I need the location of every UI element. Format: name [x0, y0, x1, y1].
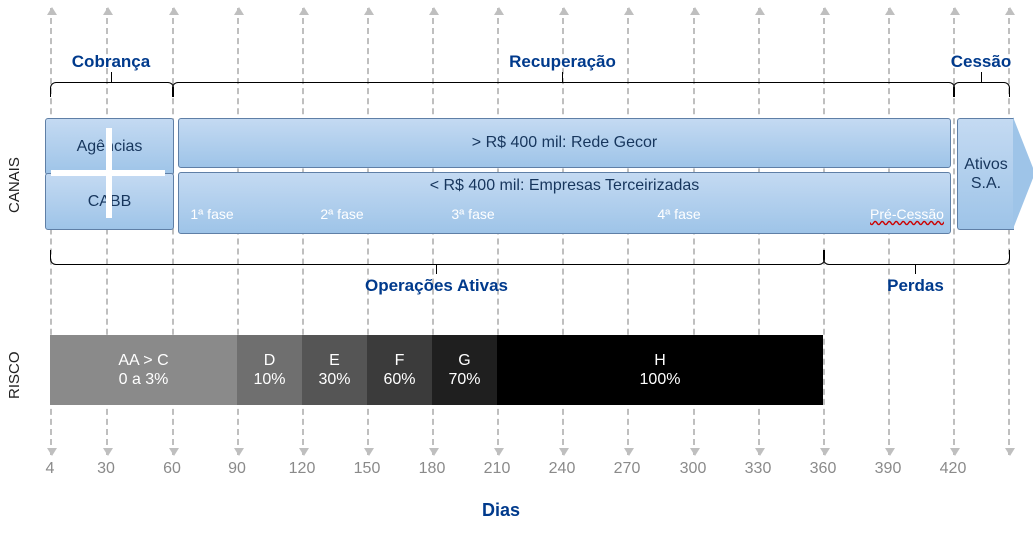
day-label: 390 — [875, 460, 902, 478]
box-ativos: Ativos S.A. — [957, 118, 1014, 230]
risk-l1: F — [395, 351, 405, 370]
risk-cell: G70% — [432, 335, 497, 405]
risk-cell: D10% — [237, 335, 302, 405]
day-label: 210 — [484, 460, 511, 478]
risk-l2: 30% — [318, 370, 350, 389]
day-label: 300 — [680, 460, 707, 478]
risk-cell: F60% — [367, 335, 432, 405]
risk-l2: 100% — [640, 370, 681, 389]
bracket — [50, 250, 825, 265]
risk-l2: 70% — [448, 370, 480, 389]
bracket — [50, 82, 174, 97]
risk-l2: 10% — [253, 370, 285, 389]
bracket-stem — [436, 264, 437, 274]
risk-l1: H — [654, 351, 666, 370]
bracket — [953, 82, 1010, 97]
day-label: 420 — [940, 460, 967, 478]
day-label: 30 — [97, 460, 115, 478]
s-divider — [110, 170, 165, 176]
day-label: 240 — [549, 460, 576, 478]
phase-label: Cessão — [941, 52, 1021, 72]
phase-label: Operações Ativas — [50, 276, 823, 296]
terc-phase: 4ª fase — [639, 206, 719, 222]
day-label: 270 — [614, 460, 641, 478]
day-label: 180 — [419, 460, 446, 478]
risk-l1: E — [329, 351, 340, 370]
day-label: 90 — [228, 460, 246, 478]
risk-l1: D — [264, 351, 276, 370]
ylabel-canais: CANAIS — [6, 135, 23, 235]
risk-cell: E30% — [302, 335, 367, 405]
ativos-label: Ativos S.A. — [964, 155, 1008, 193]
terc-phase: 3ª fase — [433, 206, 513, 222]
diagram-root: 4 30 60 90 120 150 180 210 240 270 300 330 360 390 420… — [0, 0, 1033, 537]
day-label: 4 — [46, 460, 55, 478]
risk-cell: AA > C0 a 3% — [50, 335, 237, 405]
bracket-stem — [981, 72, 982, 82]
phase-label: Recuperação — [172, 52, 953, 72]
risk-cell: H100% — [497, 335, 823, 405]
bracket — [823, 250, 1010, 265]
day-label: 360 — [810, 460, 837, 478]
arrow-head — [1013, 117, 1033, 229]
s-divider — [51, 170, 110, 176]
gridline — [1008, 8, 1010, 455]
terc-phase: Pré-Cessão — [867, 206, 947, 222]
box-terceirizadas: < R$ 400 mil: Empresas Terceirizadas — [178, 172, 951, 234]
bracket-stem — [111, 72, 112, 82]
ylabel-risco: RISCO — [6, 335, 23, 415]
gridline — [953, 8, 955, 455]
day-label: 330 — [745, 460, 772, 478]
day-label: 120 — [289, 460, 316, 478]
terc-phase: 1ª fase — [172, 206, 252, 222]
risk-l2: 60% — [383, 370, 415, 389]
bracket-stem — [915, 264, 916, 274]
risk-l1: AA > C — [118, 351, 168, 370]
day-label: 150 — [354, 460, 381, 478]
bracket-stem — [562, 72, 563, 82]
risk-l2: 0 a 3% — [119, 370, 169, 389]
box-gecor: > R$ 400 mil: Rede Gecor — [178, 118, 951, 168]
risk-l1: G — [458, 351, 470, 370]
day-label: 60 — [163, 460, 181, 478]
phase-label: Perdas — [823, 276, 1008, 296]
terc-phase: 2ª fase — [302, 206, 382, 222]
axis-title: Dias — [482, 500, 520, 521]
phase-label: Cobrança — [50, 52, 172, 72]
bracket — [172, 82, 955, 97]
